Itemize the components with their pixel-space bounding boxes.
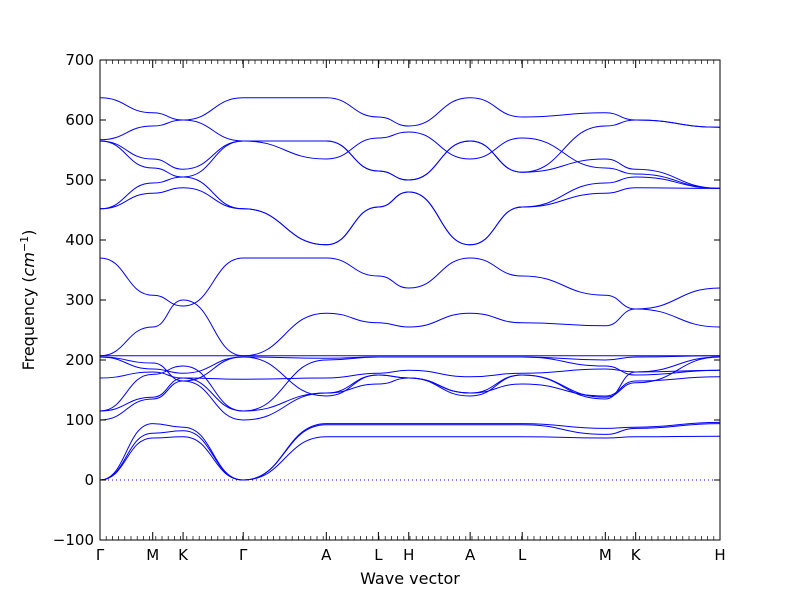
band-line-2 <box>99 423 721 481</box>
band-line-16 <box>99 131 721 189</box>
x-tick-label: K <box>631 546 642 564</box>
band-line-18 <box>99 97 721 128</box>
y-tick-label: 400 <box>65 231 94 249</box>
x-tick-label: H <box>403 546 414 564</box>
band-line-11 <box>99 299 721 357</box>
band-line-9 <box>99 355 721 382</box>
x-tick-label: H <box>714 546 725 564</box>
y-tick-label: 100 <box>65 411 94 429</box>
y-tick-label: 600 <box>65 111 94 129</box>
band-line-8 <box>99 356 721 400</box>
x-tick-label: L <box>518 546 527 564</box>
y-axis-ticks: −100 0 100 200 300 400 500 600 700 <box>53 51 720 549</box>
x-tick-label: Γ <box>96 546 105 564</box>
x-tick-label: M <box>146 546 159 564</box>
band-line-1 <box>99 435 721 481</box>
x-tick-label: A <box>321 546 332 564</box>
y-tick-label: 200 <box>65 351 94 369</box>
band-line-7 <box>99 368 721 380</box>
x-tick-label: A <box>465 546 476 564</box>
band-line-12 <box>99 257 721 310</box>
y-tick-label: 700 <box>65 51 94 69</box>
band-lines <box>99 97 721 481</box>
y-tick-label: 500 <box>65 171 94 189</box>
y-axis-label-exponent: −1 <box>18 236 31 252</box>
band-line-3 <box>99 421 721 481</box>
y-axis-label-main: Frequency ( <box>19 276 38 370</box>
x-tick-label: M <box>599 546 612 564</box>
y-tick-label: 300 <box>65 291 94 309</box>
y-axis-label: Frequency (cm−1) <box>18 230 38 371</box>
x-tick-label: L <box>374 546 383 564</box>
x-tick-label: Γ <box>239 546 248 564</box>
y-tick-label: −100 <box>53 531 94 549</box>
y-axis-label-unit: cm <box>19 252 38 276</box>
x-tick-label: K <box>178 546 189 564</box>
y-axis-label-close: ) <box>19 230 38 236</box>
y-tick-label: 0 <box>84 471 94 489</box>
x-axis-label: Wave vector <box>360 569 460 588</box>
